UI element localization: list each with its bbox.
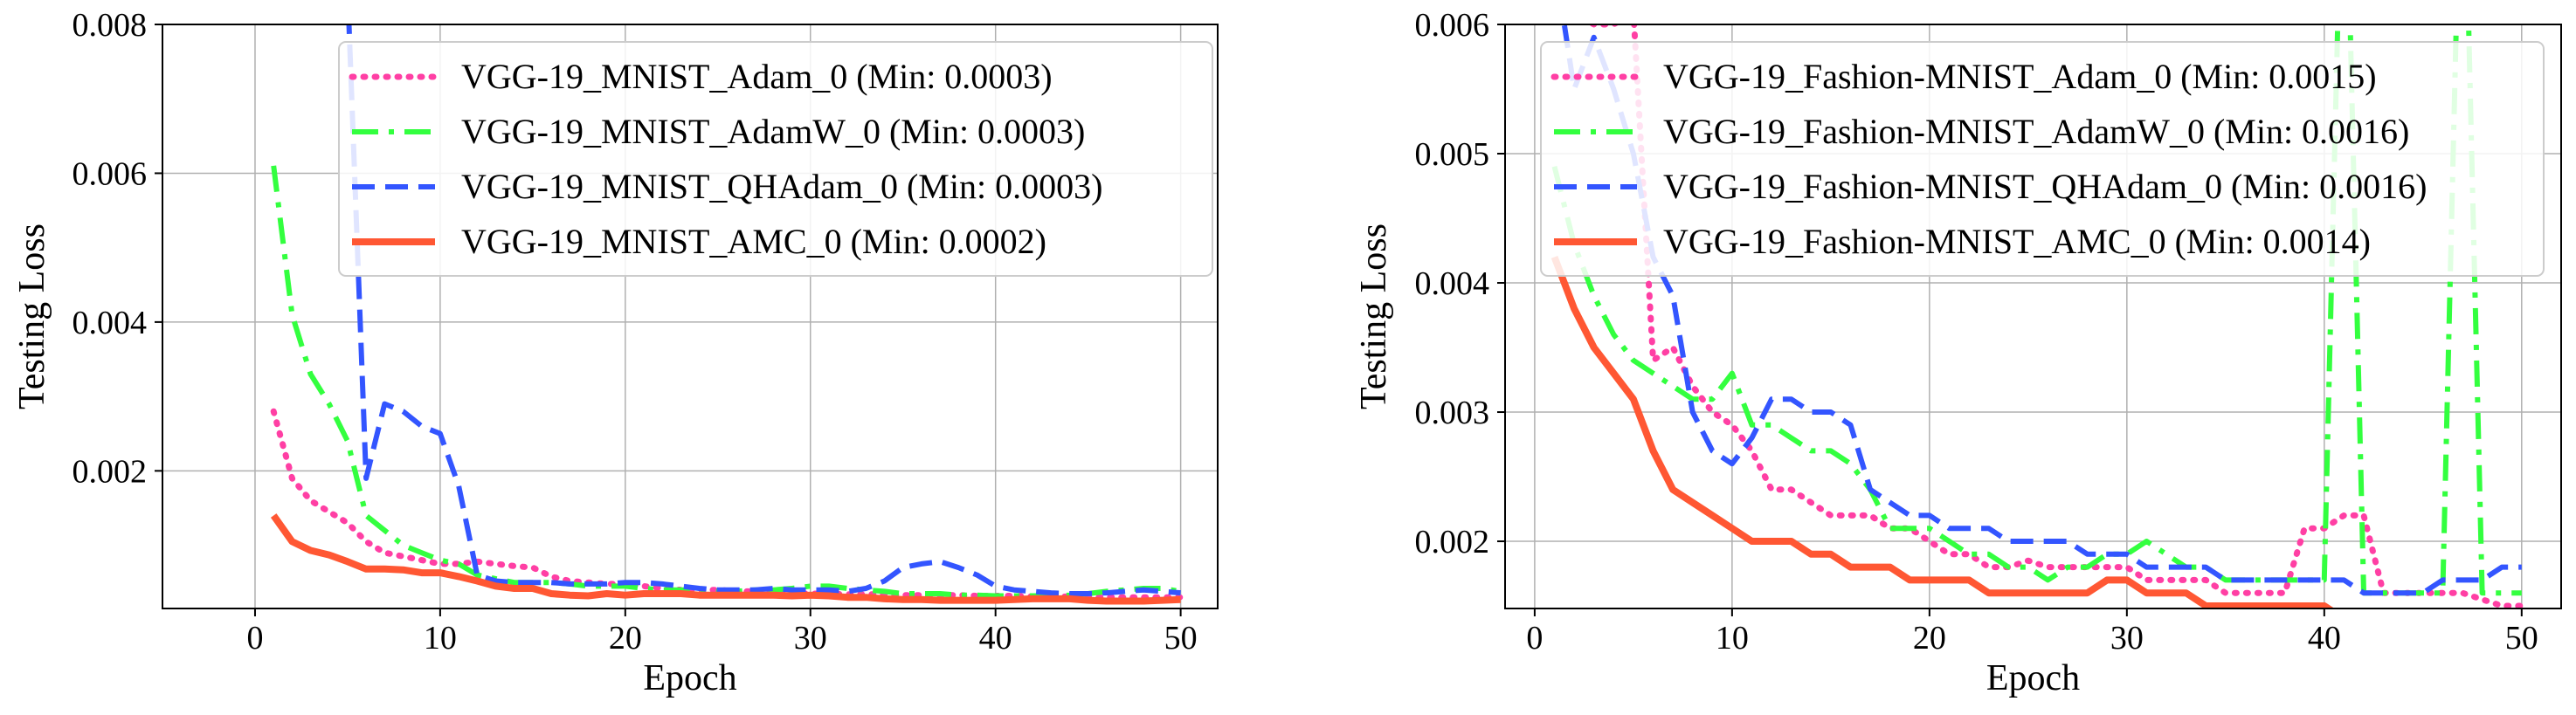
y-axis-label: Testing Loss (12, 223, 52, 409)
x-tick-label: 10 (424, 620, 457, 657)
legend-label-adam: VGG-19_Fashion-MNIST_Adam_0 (Min: 0.0015… (1663, 57, 2377, 96)
series-group (1550, 24, 2525, 608)
series-line-amc (1550, 255, 2335, 608)
y-tick-label: 0.006 (73, 155, 148, 192)
x-axis-label: Epoch (643, 658, 736, 698)
legend-label-qhadam: VGG-19_Fashion-MNIST_QHAdam_0 (Min: 0.00… (1663, 167, 2427, 206)
y-tick-label: 0.003 (1415, 395, 1490, 431)
legend-label-adamw: VGG-19_MNIST_AdamW_0 (Min: 0.0003) (461, 112, 1085, 151)
legend: VGG-19_Fashion-MNIST_Adam_0 (Min: 0.0015… (1540, 41, 2545, 277)
x-tick-label: 30 (2110, 620, 2144, 657)
legend-label-amc: VGG-19_MNIST_AMC_0 (Min: 0.0002) (461, 222, 1046, 261)
x-tick-label: 20 (1913, 620, 1946, 657)
y-tick-label: 0.005 (1415, 136, 1490, 173)
x-tick-label: 40 (979, 620, 1012, 657)
legend-label-qhadam: VGG-19_MNIST_QHAdam_0 (Min: 0.0003) (461, 167, 1102, 206)
x-tick-label: 10 (1716, 620, 1749, 657)
y-axis-label: Testing Loss (1354, 223, 1394, 409)
x-tick-label: 20 (609, 620, 642, 657)
legend: VGG-19_MNIST_Adam_0 (Min: 0.0003) VGG-19_… (338, 41, 1213, 277)
x-tick-label: 0 (1526, 620, 1543, 657)
y-tick-label: 0.002 (73, 453, 148, 490)
y-tick-label: 0.006 (1415, 7, 1490, 44)
series-line-adam (1588, 24, 2525, 608)
x-tick-label: 0 (246, 620, 263, 657)
legend-box (1540, 41, 2545, 277)
y-tick-label: 0.008 (73, 7, 148, 44)
y-tick-label: 0.004 (1415, 265, 1490, 302)
y-tick-label: 0.002 (1415, 524, 1490, 560)
x-tick-label: 50 (2505, 620, 2538, 657)
legend-label-adamw: VGG-19_Fashion-MNIST_AdamW_0 (Min: 0.001… (1663, 112, 2409, 151)
x-tick-label: 50 (1164, 620, 1198, 657)
series-line-adamw (1551, 24, 2522, 596)
plot-frame (1504, 24, 2562, 609)
series-group (270, 24, 1184, 605)
series-line-qhadam (346, 24, 1181, 596)
x-tick-label: 30 (794, 620, 827, 657)
chart-panel-2: 0 10 20 30 40 50 0.002 0.003 0.004 0.005 0.006 Epoc… (1354, 7, 2562, 698)
x-axis-label: Epoch (1986, 658, 2080, 698)
legend-box (338, 41, 1213, 277)
series-line-amc (270, 513, 1181, 605)
plot-frame (162, 24, 1219, 609)
chart-panel-1: 0 10 20 30 40 50 0.002 0.004 0.006 0.008 Epoch Test… (12, 7, 1219, 698)
x-tick-label: 40 (2308, 620, 2341, 657)
legend-label-amc: VGG-19_Fashion-MNIST_AMC_0 (Min: 0.0014) (1663, 222, 2371, 261)
legend-label-adam: VGG-19_MNIST_Adam_0 (Min: 0.0003) (461, 57, 1053, 96)
y-tick-label: 0.004 (73, 305, 148, 341)
